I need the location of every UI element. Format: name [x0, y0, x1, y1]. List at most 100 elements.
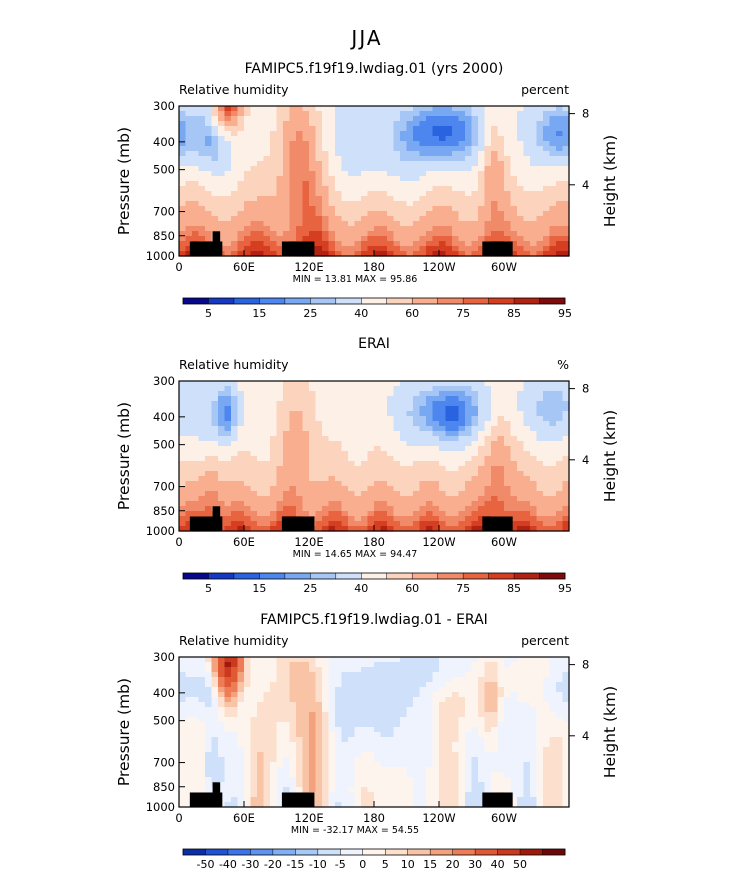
heatmap-cell: [497, 501, 505, 507]
heatmap-cell: [250, 411, 258, 417]
heatmap-cell: [530, 491, 538, 497]
heatmap-cell: [179, 386, 187, 392]
heatmap-cell: [257, 486, 265, 492]
heatmap-cell: [543, 511, 551, 517]
heatmap-cell: [211, 717, 219, 723]
heatmap-cell: [517, 441, 525, 447]
left-label: Relative humidity: [179, 82, 289, 97]
heatmap-cell: [348, 657, 356, 663]
heatmap-cell: [263, 196, 271, 202]
y-tick-label: 850: [153, 504, 175, 518]
heatmap-cell: [179, 221, 187, 227]
heatmap-cell: [257, 687, 265, 693]
heatmap-cell: [276, 206, 284, 212]
heatmap-cell: [361, 146, 369, 152]
heatmap-cell: [536, 381, 544, 387]
heatmap-cell: [432, 506, 440, 512]
heatmap-cell: [439, 667, 447, 673]
heatmap-cell: [289, 136, 297, 142]
heatmap-cell: [562, 166, 570, 172]
heatmap-cell: [192, 151, 200, 157]
colorbar-label: 85: [507, 582, 521, 595]
heatmap-cell: [530, 657, 538, 663]
heatmap-cell: [231, 241, 239, 247]
heatmap-cell: [510, 166, 518, 172]
heatmap-cell: [543, 737, 551, 743]
heatmap-cell: [192, 476, 200, 482]
heatmap-cell: [257, 526, 265, 532]
heatmap-cell: [432, 441, 440, 447]
heatmap-cell: [491, 727, 499, 733]
heatmap-cell: [348, 136, 356, 142]
heatmap-cell: [452, 461, 460, 467]
heatmap-cell: [179, 391, 187, 397]
heatmap-cell: [530, 166, 538, 172]
heatmap-cell: [510, 216, 518, 222]
heatmap-cell: [556, 481, 564, 487]
heatmap-cell: [471, 742, 479, 748]
heatmap-cell: [471, 747, 479, 753]
heatmap-cell: [413, 116, 421, 122]
heatmap-cell: [445, 732, 453, 738]
heatmap-cell: [244, 506, 252, 512]
heatmap-cell: [354, 526, 362, 532]
heatmap-cell: [380, 466, 388, 472]
heatmap-cell: [439, 742, 447, 748]
heatmap-cell: [367, 481, 375, 487]
heatmap-cell: [185, 717, 193, 723]
heatmap-cell: [439, 436, 447, 442]
heatmap-cell: [198, 471, 206, 477]
heatmap-cell: [562, 391, 570, 397]
heatmap-cell: [380, 747, 388, 753]
heatmap-cell: [218, 126, 226, 132]
heatmap-cell: [510, 381, 518, 387]
heatmap-cell: [244, 191, 252, 197]
heatmap-cell: [231, 181, 239, 187]
heatmap-cell: [471, 722, 479, 728]
heatmap-cell: [289, 191, 297, 197]
heatmap-cell: [302, 161, 310, 167]
heatmap-cell: [192, 201, 200, 207]
heatmap-cell: [205, 431, 213, 437]
heatmap-cell: [393, 176, 401, 182]
heatmap-cell: [328, 426, 336, 432]
heatmap-cell: [484, 747, 492, 753]
heatmap-cell: [348, 421, 356, 427]
heatmap-cell: [549, 206, 557, 212]
heatmap-cell: [276, 682, 284, 688]
heatmap-cell: [244, 186, 252, 192]
heatmap-cell: [471, 126, 479, 132]
heatmap-cell: [257, 246, 265, 252]
heatmap-cell: [445, 396, 453, 402]
heatmap-cell: [426, 436, 434, 442]
heatmap-cell: [478, 441, 486, 447]
heatmap-cell: [237, 702, 245, 708]
heatmap-cell: [185, 241, 193, 247]
heatmap-cell: [179, 121, 187, 127]
heatmap-cell: [315, 186, 323, 192]
heatmap-cell: [263, 667, 271, 673]
heatmap-cell: [211, 381, 219, 387]
heatmap-cell: [218, 506, 226, 512]
heatmap-cell: [432, 401, 440, 407]
heatmap-cell: [179, 241, 187, 247]
heatmap-cell: [367, 151, 375, 157]
heatmap-cell: [296, 176, 304, 182]
heatmap-cell: [491, 211, 499, 217]
heatmap-cell: [445, 421, 453, 427]
heatmap-cell: [361, 111, 369, 117]
heatmap-cell: [237, 501, 245, 507]
heatmap-cell: [309, 206, 317, 212]
heatmap-cell: [218, 391, 226, 397]
heatmap-cell: [445, 406, 453, 412]
heatmap-cell: [374, 241, 382, 247]
heatmap-cell: [335, 191, 343, 197]
heatmap-cell: [250, 451, 258, 457]
heatmap-cell: [218, 737, 226, 743]
heatmap-cell: [549, 251, 557, 257]
heatmap-cell: [413, 677, 421, 683]
heatmap-cell: [549, 657, 557, 663]
heatmap-cell: [367, 221, 375, 227]
heatmap-cell: [497, 672, 505, 678]
heatmap-cell: [393, 732, 401, 738]
